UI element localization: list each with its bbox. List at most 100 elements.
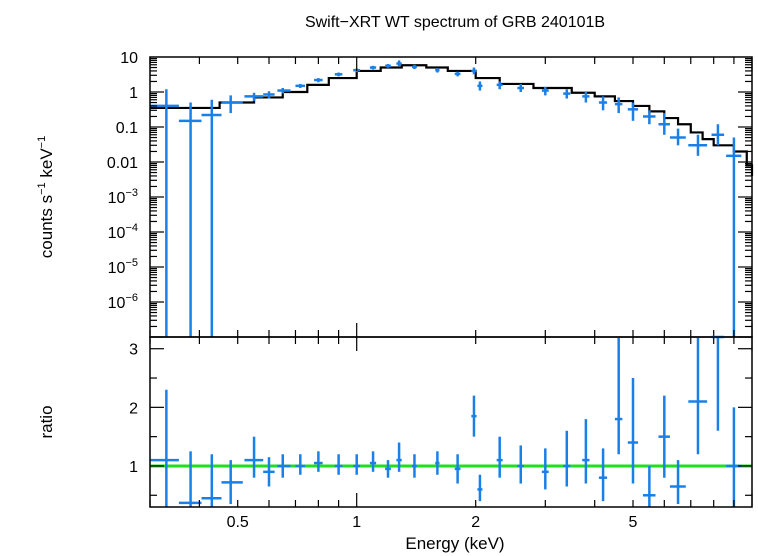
ratio-point-15 [435,451,440,475]
spectrum-point-27 [643,110,656,125]
top-y-tick-label-1: 1 [129,85,138,102]
spectrum-point-9 [334,72,343,77]
spectrum-point-25 [614,97,623,114]
spectrum-point-20 [517,83,525,92]
spectrum-point-13 [396,60,402,67]
ratio-point-10 [353,454,361,475]
ratio-point-25 [614,337,623,455]
bottom-plot-area [150,335,752,507]
x-tick-label-3: 5 [629,514,638,531]
ratio-point-26 [627,378,639,484]
tick-base: 1 [129,85,138,102]
top-panel-frame [149,56,753,338]
ratio-point-12 [385,460,391,478]
spectrum-point-18 [477,81,483,91]
spectrum-point-5 [263,91,275,99]
spectrum-point-16 [454,71,461,77]
bottom-y-tick-label-0: 1 [129,459,138,476]
spectrum-point-12 [385,64,391,68]
ratio-point-4 [244,436,264,478]
ratio-point-29 [669,460,686,505]
ratio-point-28 [658,395,670,478]
model-curve [150,64,754,176]
tick-exp: −6 [125,292,138,304]
spectrum-point-23 [582,92,590,103]
ratio-points [150,335,742,507]
ratio-point-9 [334,454,343,475]
spectrum-point-3 [221,95,243,114]
ratio-point-17 [471,395,477,437]
spectrum-point-19 [496,81,503,90]
tick-base: 10 [108,190,126,207]
ratio-point-8 [314,451,323,472]
y-label-mid: keV [37,148,56,183]
ratio-point-14 [411,454,417,478]
spectrum-point-17 [471,67,477,75]
top-y-tick-label-5: 10−4 [108,222,138,242]
spectrum-point-21 [541,86,549,96]
tick-base: 10 [108,295,126,312]
spectrum-point-32 [726,137,742,337]
ratio-point-18 [477,474,483,502]
x-axis-label: Energy (keV) [405,534,504,553]
spectrum-point-11 [369,65,377,70]
ratio-point-30 [688,337,708,455]
ratio-point-20 [517,445,525,484]
tick-exp: −4 [125,222,138,234]
spectrum-point-1 [178,102,202,337]
ratio-point-32 [726,407,742,507]
top-y-tick-label-6: 10−5 [108,257,138,277]
top-y-tick-label-2: 0.1 [116,120,138,137]
spectrum-point-28 [658,113,670,135]
ratio-point-31 [711,335,725,431]
tick-exp: −5 [125,257,138,269]
top-y-tick-label-0: 10 [120,50,138,67]
ratio-point-2 [201,454,222,507]
model-step-line [150,64,754,176]
top-y-tick-label-7: 10−6 [108,292,138,312]
ratio-point-0 [150,389,179,507]
top-y-tick-label-4: 10−3 [108,187,138,207]
spectrum-point-0 [150,89,179,337]
bottom-y-tick-label-2: 3 [129,342,138,359]
spectrum-point-15 [435,68,440,73]
ratio-point-27 [643,465,656,507]
ratio-point-23 [582,419,590,484]
ratio-point-24 [598,448,608,502]
spectrum-point-31 [711,124,725,146]
spectrum-point-2 [201,99,222,337]
top-y-tick-label-3: 0.01 [107,155,138,172]
tick-base: 0.1 [116,120,138,137]
spectrum-point-6 [277,88,291,94]
ratio-point-7 [295,454,306,475]
bottom-x-ticks: 0.5 1 2 5 [149,337,753,531]
ratio-point-11 [369,451,377,472]
spectrum-point-4 [244,92,264,102]
ratio-point-5 [263,457,275,487]
spectrum-point-14 [411,64,417,70]
spectrum-point-30 [688,134,708,156]
spectrum-point-8 [314,78,323,83]
tick-base: 10 [108,260,126,277]
spectrum-point-26 [627,102,639,121]
bottom-y-tick-label-1: 2 [129,400,138,417]
top-y-axis-label: counts s−1 keV−1 [36,136,56,258]
spectrum-point-22 [563,89,571,99]
tick-base: 10 [108,225,126,242]
ratio-point-3 [221,460,243,505]
bottom-y-axis-label: ratio [37,405,56,438]
ratio-point-13 [396,442,402,472]
ratio-point-22 [563,430,571,487]
top-x-ticks [149,57,753,337]
ratio-point-6 [277,454,291,478]
y-label-exp2: −1 [36,136,48,149]
chart-title: Swift−XRT WT spectrum of GRB 240101B [305,14,605,31]
x-tick-label-1: 1 [352,514,361,531]
spectrum-point-24 [598,96,608,111]
tick-exp: −3 [125,187,138,199]
spectrum-point-7 [295,83,306,89]
ratio-point-16 [454,454,461,484]
bottom-y-ticks: 1 2 3 [129,342,752,496]
